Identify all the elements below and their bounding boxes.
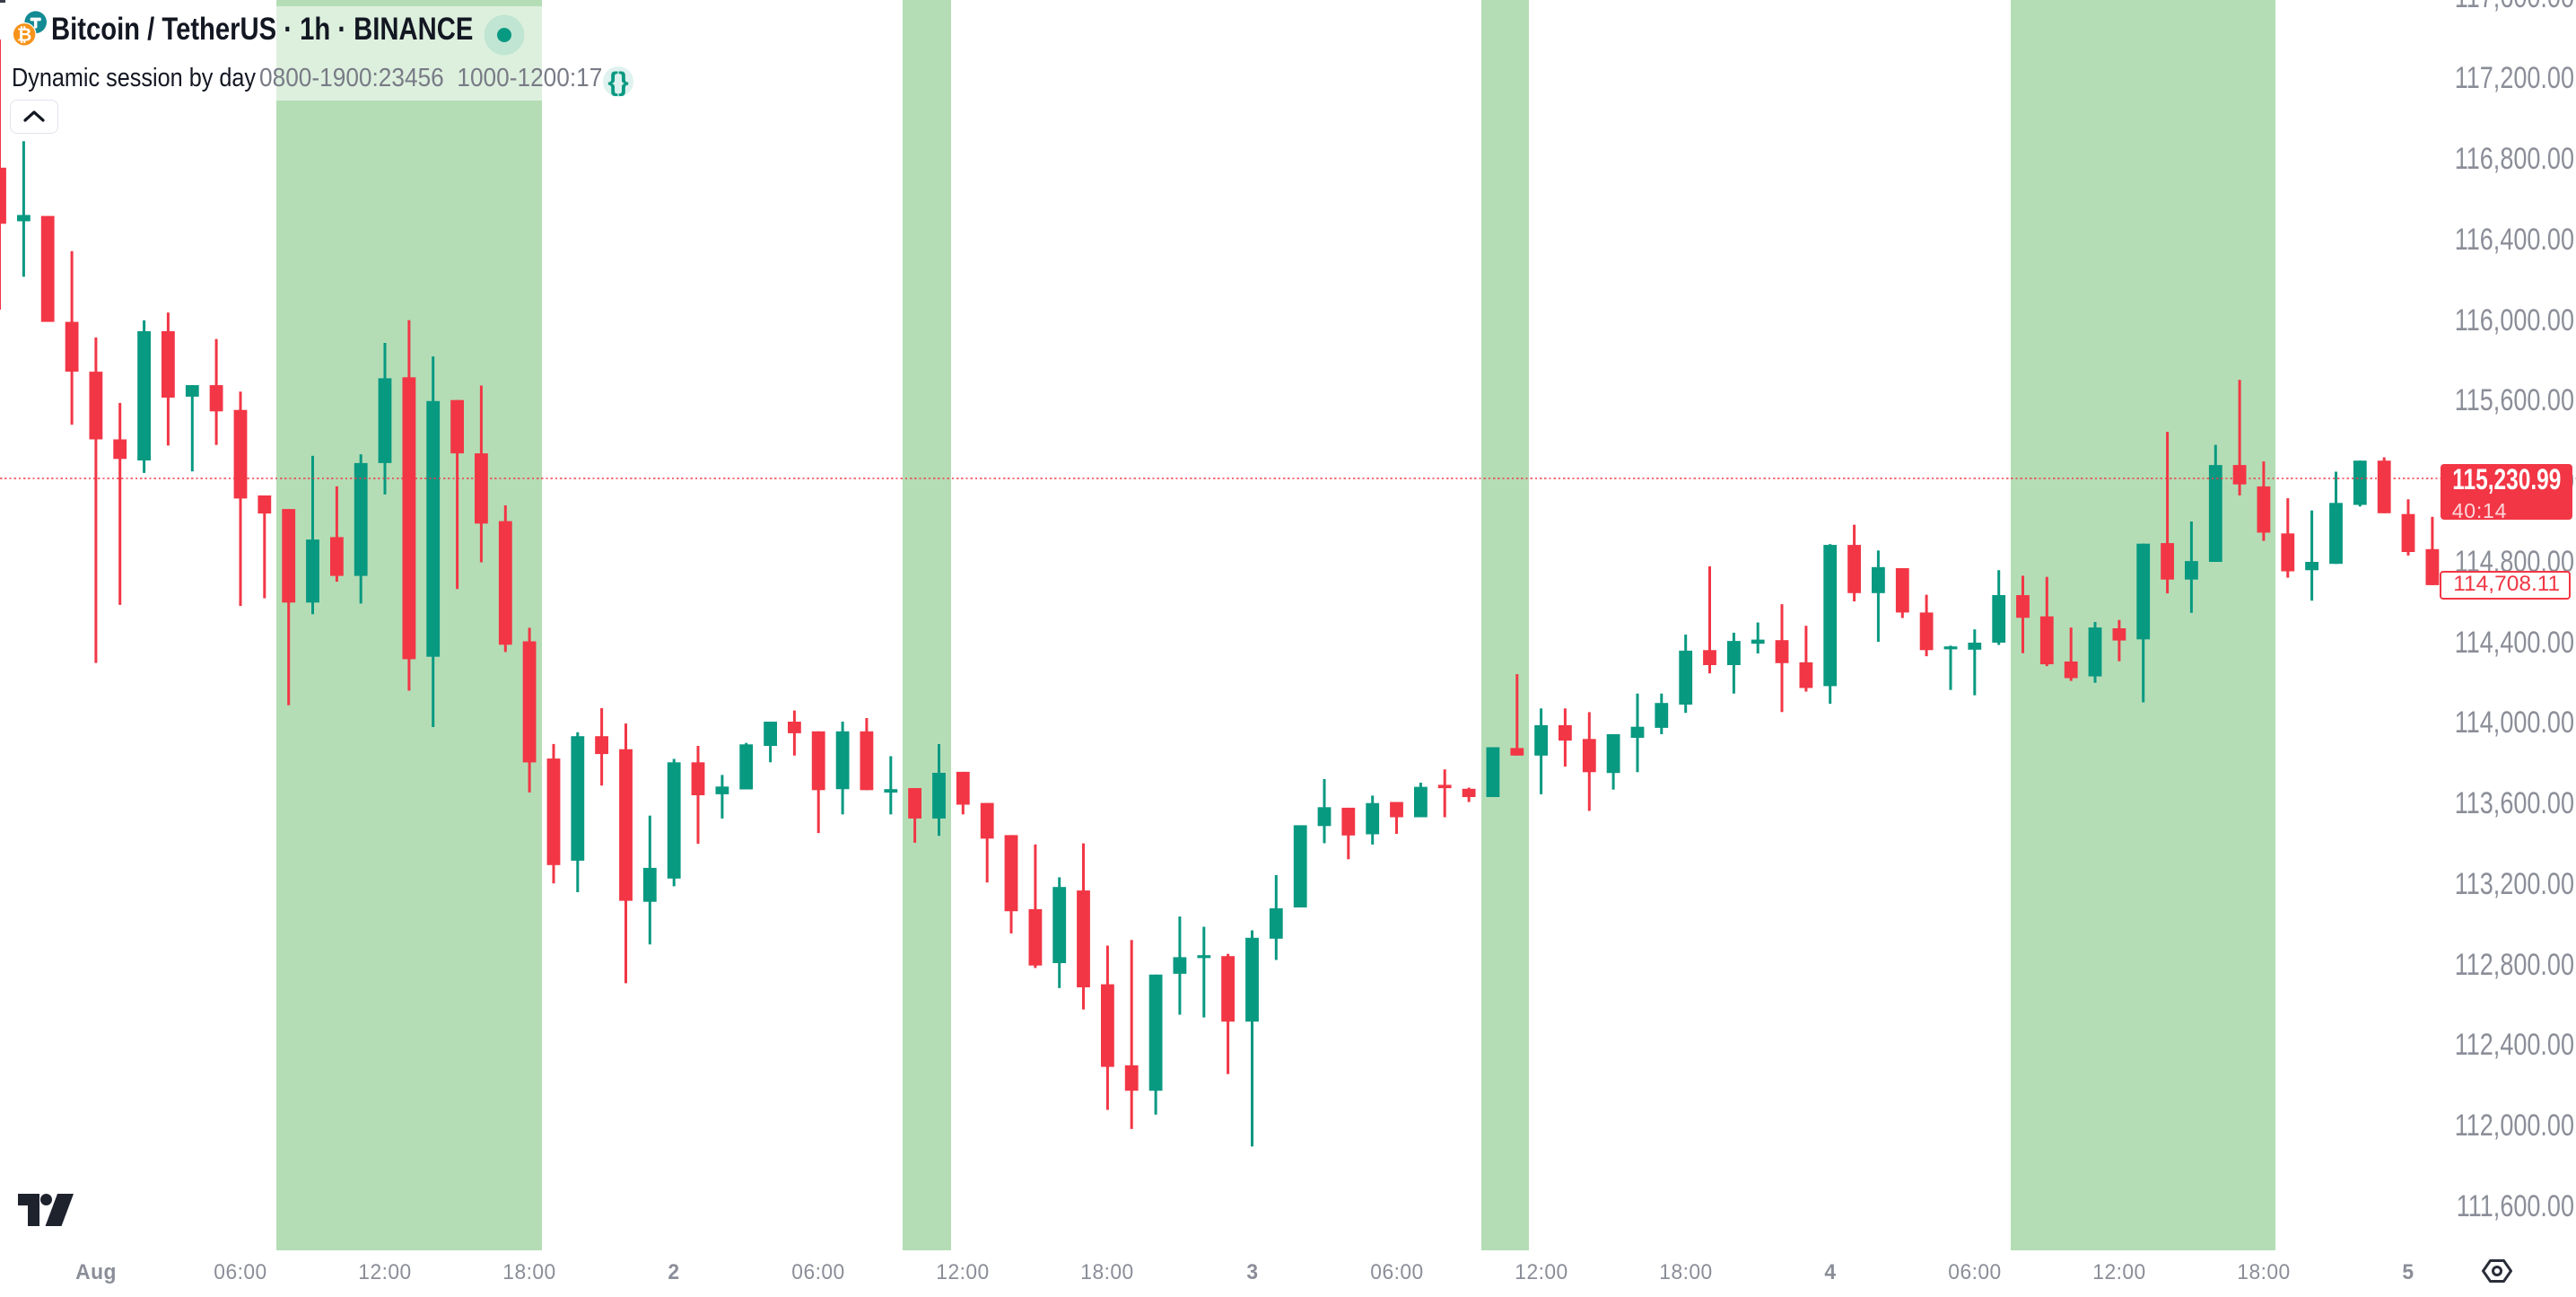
- svg-text:₿: ₿: [17, 26, 31, 46]
- svg-text:{}: {}: [607, 67, 629, 97]
